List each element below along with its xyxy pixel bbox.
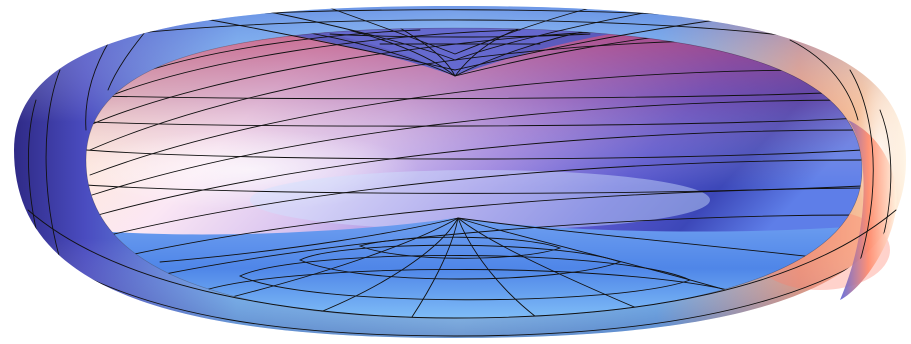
inner-cavity [86,28,862,318]
right-band [840,120,897,300]
surface-mesh [27,7,897,337]
